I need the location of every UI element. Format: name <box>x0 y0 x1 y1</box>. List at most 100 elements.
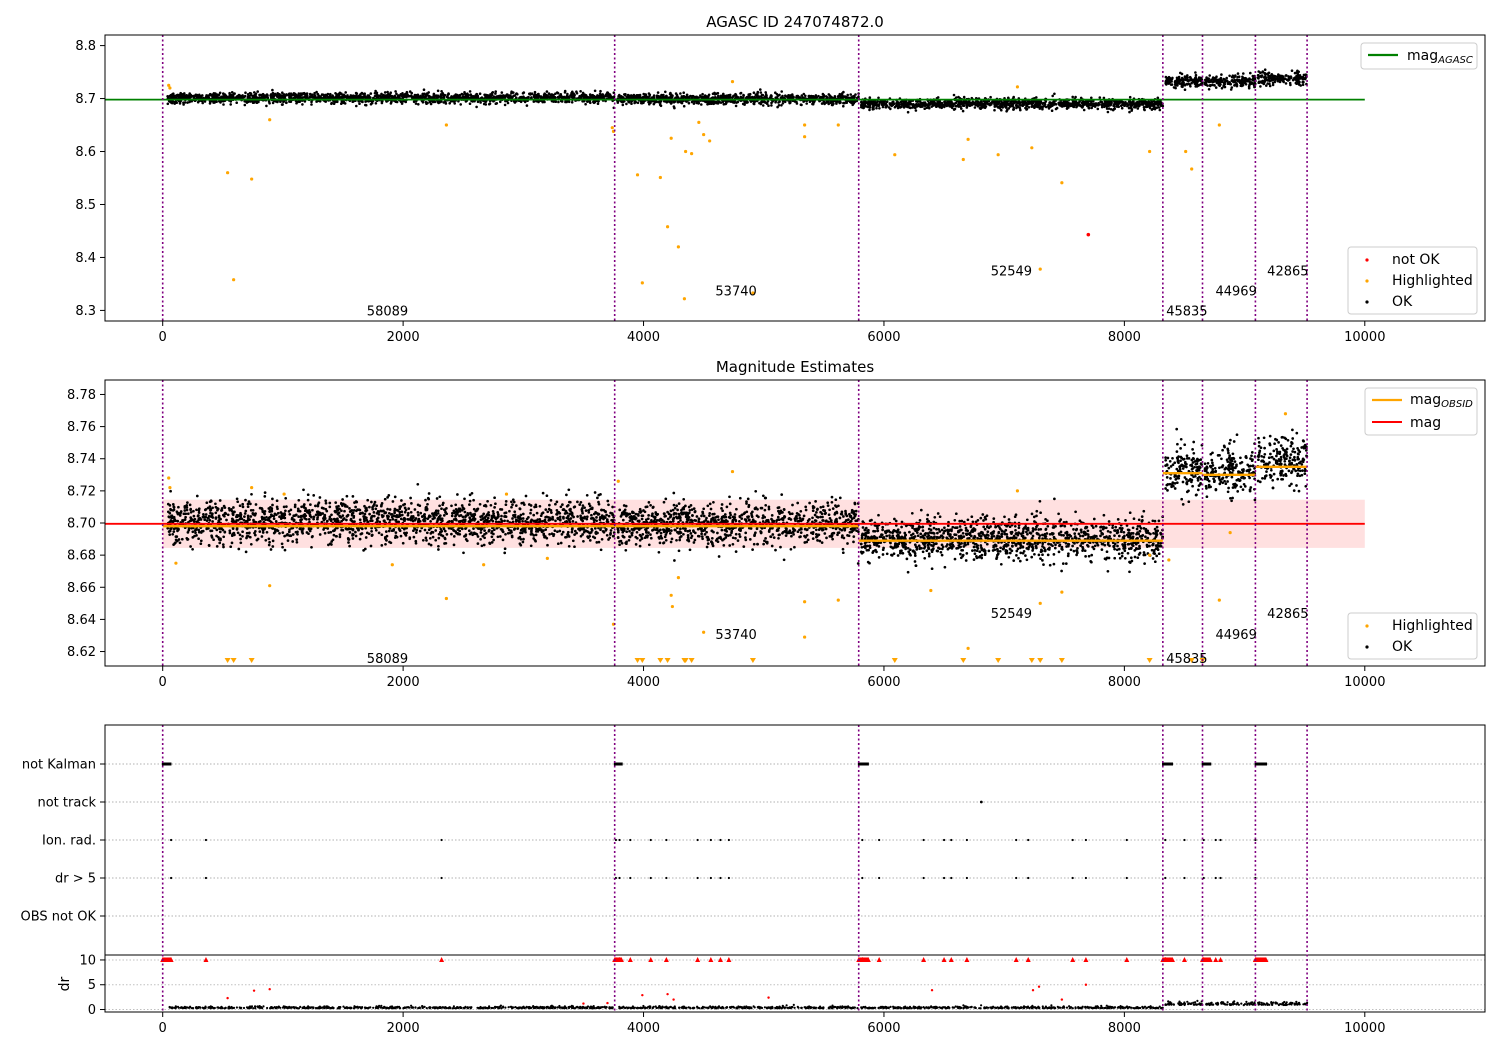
ok-point <box>375 93 379 97</box>
ok-point <box>205 501 209 505</box>
ok-point <box>559 541 563 545</box>
ok-point <box>307 532 310 536</box>
highlighted-point <box>803 135 807 139</box>
ok-point <box>1251 74 1255 78</box>
ok-point <box>656 91 660 94</box>
highlighted-point <box>836 123 840 127</box>
ok-point <box>1217 81 1221 85</box>
ok-point <box>1134 104 1137 107</box>
ok-point <box>1106 110 1110 114</box>
ok-point <box>386 90 389 94</box>
obsid-label: 58089 <box>367 304 408 319</box>
ok-point <box>961 109 965 113</box>
ok-point <box>403 502 407 506</box>
ok-point <box>1220 73 1223 76</box>
ok-point <box>334 96 338 99</box>
ok-point <box>173 94 177 98</box>
ok-point <box>956 103 960 106</box>
ok-point <box>748 96 751 99</box>
ok-point <box>826 100 829 103</box>
ok-point <box>295 538 299 541</box>
ok-point <box>506 93 509 96</box>
ok-point <box>936 103 940 107</box>
ok-point <box>448 102 452 105</box>
ok-point <box>660 93 663 97</box>
ok-point <box>171 93 174 96</box>
ok-point <box>596 94 599 97</box>
ok-point <box>296 94 300 98</box>
ok-point <box>532 100 536 103</box>
ok-point <box>468 90 472 93</box>
ok-point <box>1226 82 1230 85</box>
ok-point <box>1256 74 1260 77</box>
ok-point <box>522 95 525 98</box>
ok-point <box>468 503 471 506</box>
ok-point <box>1113 103 1116 106</box>
ok-point <box>484 93 488 97</box>
ok-point <box>582 93 585 97</box>
ok-point <box>778 93 781 97</box>
ok-point <box>506 95 510 99</box>
ok-point <box>875 106 878 110</box>
ok-point <box>1229 82 1232 86</box>
ok-point <box>412 100 416 103</box>
ok-point <box>1090 106 1093 110</box>
ok-point <box>1121 101 1125 104</box>
ok-point <box>387 92 390 96</box>
ok-point <box>1194 77 1197 81</box>
ok-point <box>340 101 344 104</box>
ok-point <box>1228 74 1231 78</box>
ok-point <box>241 502 245 506</box>
ok-point <box>459 103 463 106</box>
ok-point <box>417 103 420 106</box>
ok-point <box>936 100 940 104</box>
ok-point <box>931 102 934 106</box>
ok-point <box>1251 78 1254 82</box>
ok-point <box>217 514 221 518</box>
ok-point <box>432 92 436 96</box>
ok-point <box>361 100 364 104</box>
ok-point <box>405 90 409 94</box>
ok-point <box>599 548 603 552</box>
ok-point <box>462 551 465 555</box>
ok-point <box>248 96 251 99</box>
ok-point <box>1296 69 1299 73</box>
ok-point <box>952 108 956 111</box>
ok-point <box>500 91 504 94</box>
ok-point <box>624 94 627 97</box>
ok-point <box>867 101 870 104</box>
ok-point <box>789 101 792 104</box>
ok-point <box>943 105 946 109</box>
legend-ok-label: OK <box>1392 294 1413 310</box>
ok-point <box>550 93 553 96</box>
ok-point <box>905 103 908 107</box>
ok-point <box>573 529 577 533</box>
ok-point <box>212 94 215 98</box>
ok-point <box>952 93 956 97</box>
ok-point <box>1267 78 1270 81</box>
ok-point <box>924 103 928 107</box>
ok-point <box>243 103 247 107</box>
ok-point <box>267 100 271 103</box>
ok-point <box>1136 107 1140 110</box>
ok-point <box>1259 71 1262 75</box>
ok-point <box>652 94 656 97</box>
ok-point <box>532 513 536 517</box>
ok-point <box>770 104 773 107</box>
ok-point <box>494 102 498 105</box>
ok-point <box>1129 103 1132 106</box>
ok-point <box>1035 96 1038 99</box>
ok-point <box>845 95 848 99</box>
ok-point <box>482 102 486 106</box>
ok-point <box>1298 74 1302 77</box>
ok-point <box>792 96 795 99</box>
ok-point <box>933 101 937 105</box>
ok-point <box>204 513 208 516</box>
ok-point <box>308 92 312 96</box>
ok-point <box>689 94 692 98</box>
ok-point <box>682 91 685 94</box>
ok-point <box>271 88 274 92</box>
ok-point <box>425 94 428 98</box>
ok-point <box>169 489 172 493</box>
ok-point <box>490 91 494 95</box>
